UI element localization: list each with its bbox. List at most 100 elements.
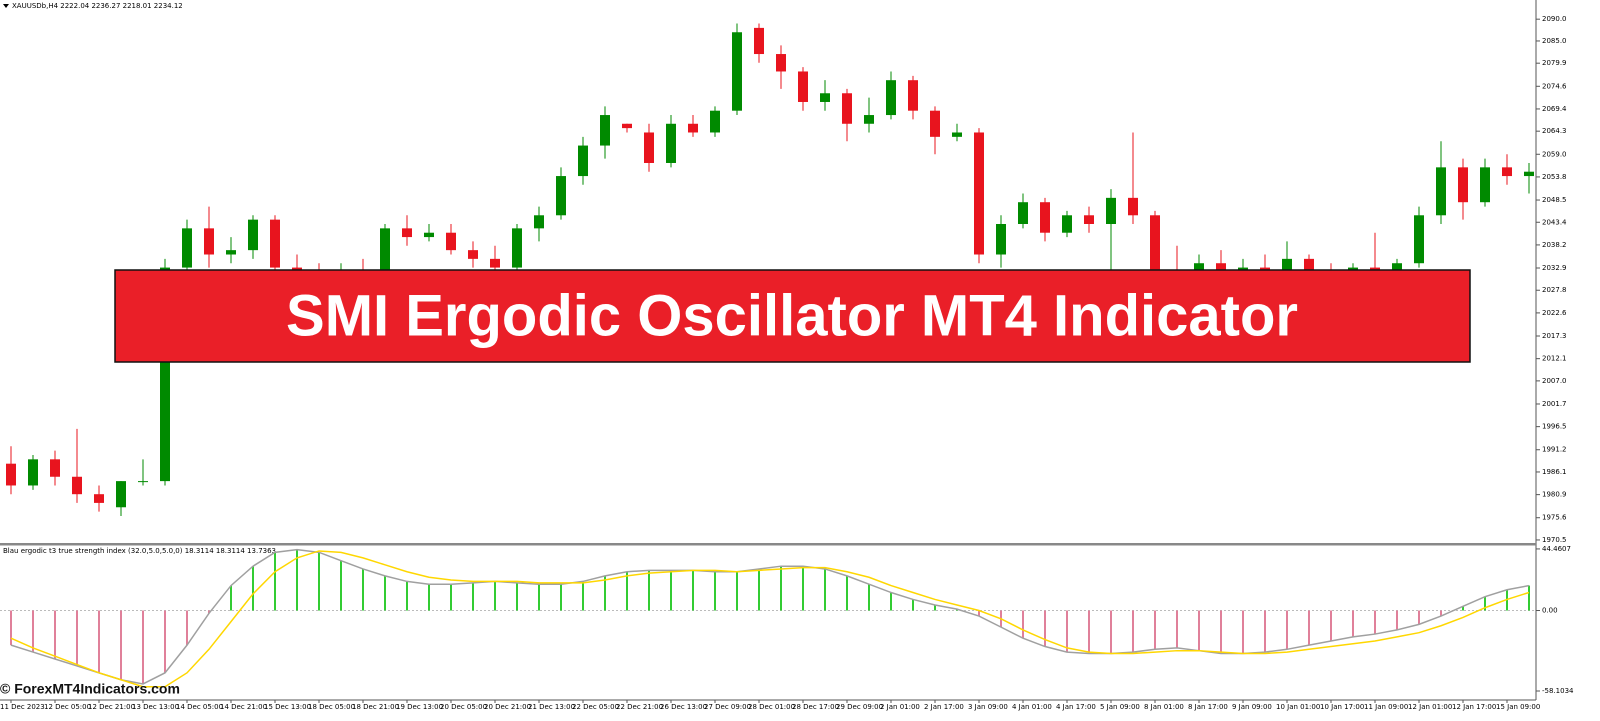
histogram-bar bbox=[428, 584, 430, 611]
histogram-bar bbox=[692, 570, 694, 611]
histogram-bar bbox=[846, 575, 848, 611]
y-tick-label: 2079.9 bbox=[1542, 59, 1567, 67]
candle-body bbox=[468, 250, 478, 259]
candle-body bbox=[820, 93, 830, 102]
candle-body bbox=[512, 228, 522, 268]
x-tick-label: 10 Jan 17:00 bbox=[1320, 703, 1364, 711]
y-tick-label: 2027.8 bbox=[1542, 286, 1567, 294]
histogram-bar bbox=[32, 610, 34, 653]
candle-body bbox=[842, 93, 852, 124]
histogram-bar bbox=[494, 581, 496, 611]
y-tick-label: 2001.7 bbox=[1542, 400, 1567, 408]
candle-body bbox=[864, 115, 874, 124]
histogram-bar bbox=[1176, 610, 1178, 648]
candle-body bbox=[1216, 263, 1226, 272]
histogram-bar bbox=[626, 571, 628, 611]
histogram-bar bbox=[1154, 610, 1156, 650]
candle-body bbox=[776, 54, 786, 72]
histogram-bar bbox=[582, 581, 584, 611]
candle-body bbox=[732, 32, 742, 111]
x-tick-label: 28 Dec 17:00 bbox=[792, 703, 839, 711]
histogram-bar bbox=[1396, 610, 1398, 630]
histogram-bar bbox=[538, 584, 540, 611]
x-tick-label: 26 Dec 13:00 bbox=[660, 703, 707, 711]
histogram-bar bbox=[516, 582, 518, 611]
candle-body bbox=[1524, 171, 1534, 177]
chart-title: XAUUSDb,H4 2222.04 2236.27 2218.01 2234.… bbox=[12, 2, 183, 10]
y-tick-label: 1975.6 bbox=[1542, 514, 1567, 522]
x-tick-label: 2 Jan 01:00 bbox=[880, 703, 920, 711]
histogram-bar bbox=[120, 610, 122, 680]
x-tick-label: 14 Dec 21:00 bbox=[220, 703, 267, 711]
banner bbox=[114, 269, 1471, 363]
histogram-bar bbox=[98, 610, 100, 673]
histogram-bar bbox=[186, 610, 188, 646]
histogram-bar bbox=[1198, 610, 1200, 651]
indicator-line bbox=[10, 548, 1530, 685]
histogram-bar bbox=[1044, 610, 1046, 647]
candle-body bbox=[72, 476, 82, 495]
y-tick-label: 1980.9 bbox=[1542, 491, 1567, 499]
histogram-bar bbox=[1528, 585, 1530, 611]
y-tick-label: 2090.0 bbox=[1542, 15, 1567, 23]
candle-body bbox=[710, 110, 720, 133]
y-tick-label: 2059.0 bbox=[1542, 150, 1567, 158]
histogram-bar bbox=[868, 584, 870, 611]
histogram-bar bbox=[1286, 610, 1288, 650]
x-tick-label: 20 Dec 21:00 bbox=[484, 703, 531, 711]
candle-body bbox=[1436, 167, 1446, 216]
y-tick-label: 2017.3 bbox=[1542, 332, 1567, 340]
histogram-bar bbox=[670, 570, 672, 611]
candle-body bbox=[996, 223, 1006, 255]
y-tick-label: 2038.2 bbox=[1542, 241, 1567, 249]
histogram-bar bbox=[208, 610, 210, 614]
candle-body bbox=[1150, 215, 1160, 272]
candle-body bbox=[798, 71, 808, 102]
y-tick-label: 1970.5 bbox=[1542, 536, 1567, 544]
candle-body bbox=[1282, 258, 1292, 277]
candle-body bbox=[226, 250, 236, 255]
y-tick-label: 0.00 bbox=[1542, 607, 1558, 615]
candle-body bbox=[1392, 263, 1402, 272]
y-tick-label: -58.1034 bbox=[1542, 687, 1574, 695]
histogram-bar bbox=[406, 581, 408, 611]
x-tick-label: 19 Dec 13:00 bbox=[396, 703, 443, 711]
x-tick-label: 20 Dec 05:00 bbox=[440, 703, 487, 711]
candle-body bbox=[424, 232, 434, 238]
y-tick-label: 2022.6 bbox=[1542, 309, 1567, 317]
x-tick-label: 11 Dec 2023 bbox=[0, 703, 45, 711]
x-tick-label: 11 Jan 09:00 bbox=[1364, 703, 1408, 711]
y-tick-label: 2074.6 bbox=[1542, 82, 1567, 90]
candle-body bbox=[1458, 167, 1468, 203]
histogram-bar bbox=[450, 584, 452, 611]
y-tick-label: 2085.0 bbox=[1542, 37, 1567, 45]
histogram-bar bbox=[10, 610, 12, 646]
candle-body bbox=[534, 215, 544, 229]
histogram-bar bbox=[604, 575, 606, 611]
candle-body bbox=[556, 176, 566, 216]
histogram-bar bbox=[1440, 610, 1442, 617]
x-tick-label: 22 Dec 05:00 bbox=[572, 703, 619, 711]
y-tick-label: 2007.0 bbox=[1542, 377, 1567, 385]
histogram-bar bbox=[978, 610, 980, 617]
candle-body bbox=[1414, 215, 1424, 264]
candle-body bbox=[1040, 202, 1050, 233]
y-tick-label: 1991.2 bbox=[1542, 446, 1567, 454]
x-tick-label: 15 Jan 09:00 bbox=[1496, 703, 1540, 711]
x-tick-label: 14 Dec 05:00 bbox=[176, 703, 223, 711]
histogram-bar bbox=[1242, 610, 1244, 654]
y-tick-label: 1986.1 bbox=[1542, 468, 1567, 476]
x-tick-label: 29 Dec 09:00 bbox=[836, 703, 883, 711]
x-tick-label: 4 Jan 01:00 bbox=[1012, 703, 1052, 711]
candle-body bbox=[600, 115, 610, 146]
histogram-bar bbox=[934, 604, 936, 611]
histogram-bar bbox=[76, 610, 78, 666]
x-tick-label: 2 Jan 17:00 bbox=[924, 703, 964, 711]
histogram-bar bbox=[1418, 610, 1420, 625]
candle-body bbox=[50, 459, 60, 477]
candle-body bbox=[446, 232, 456, 251]
histogram-bar bbox=[1132, 610, 1134, 653]
histogram-bar bbox=[648, 570, 650, 611]
histogram-bar bbox=[1484, 596, 1486, 611]
